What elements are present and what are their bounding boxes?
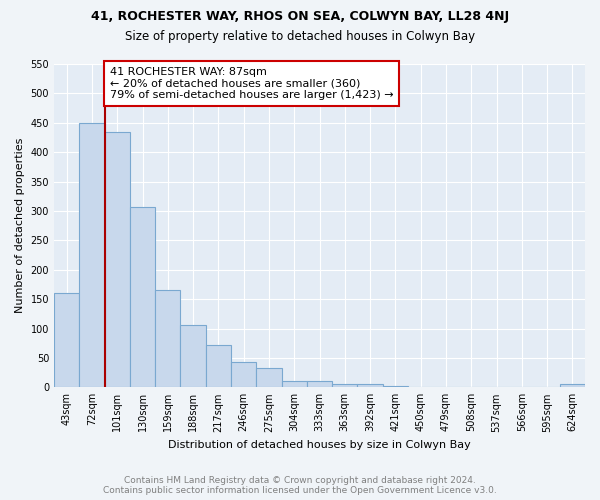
Bar [281,382,307,388]
Bar [560,384,585,388]
Bar [256,368,281,388]
Bar [383,386,408,388]
Text: 41, ROCHESTER WAY, RHOS ON SEA, COLWYN BAY, LL28 4NJ: 41, ROCHESTER WAY, RHOS ON SEA, COLWYN B… [91,10,509,23]
Bar [206,345,231,388]
X-axis label: Distribution of detached houses by size in Colwyn Bay: Distribution of detached houses by size … [168,440,471,450]
Bar [79,123,104,388]
Bar [181,325,206,388]
Bar [332,384,358,388]
Bar [130,207,155,388]
Text: 41 ROCHESTER WAY: 87sqm
← 20% of detached houses are smaller (360)
79% of semi-d: 41 ROCHESTER WAY: 87sqm ← 20% of detache… [110,67,393,100]
Bar [358,384,383,388]
Bar [54,294,79,388]
Text: Contains HM Land Registry data © Crown copyright and database right 2024.
Contai: Contains HM Land Registry data © Crown c… [103,476,497,495]
Text: Size of property relative to detached houses in Colwyn Bay: Size of property relative to detached ho… [125,30,475,43]
Bar [104,132,130,388]
Bar [231,362,256,388]
Y-axis label: Number of detached properties: Number of detached properties [15,138,25,314]
Bar [307,382,332,388]
Bar [155,290,181,388]
